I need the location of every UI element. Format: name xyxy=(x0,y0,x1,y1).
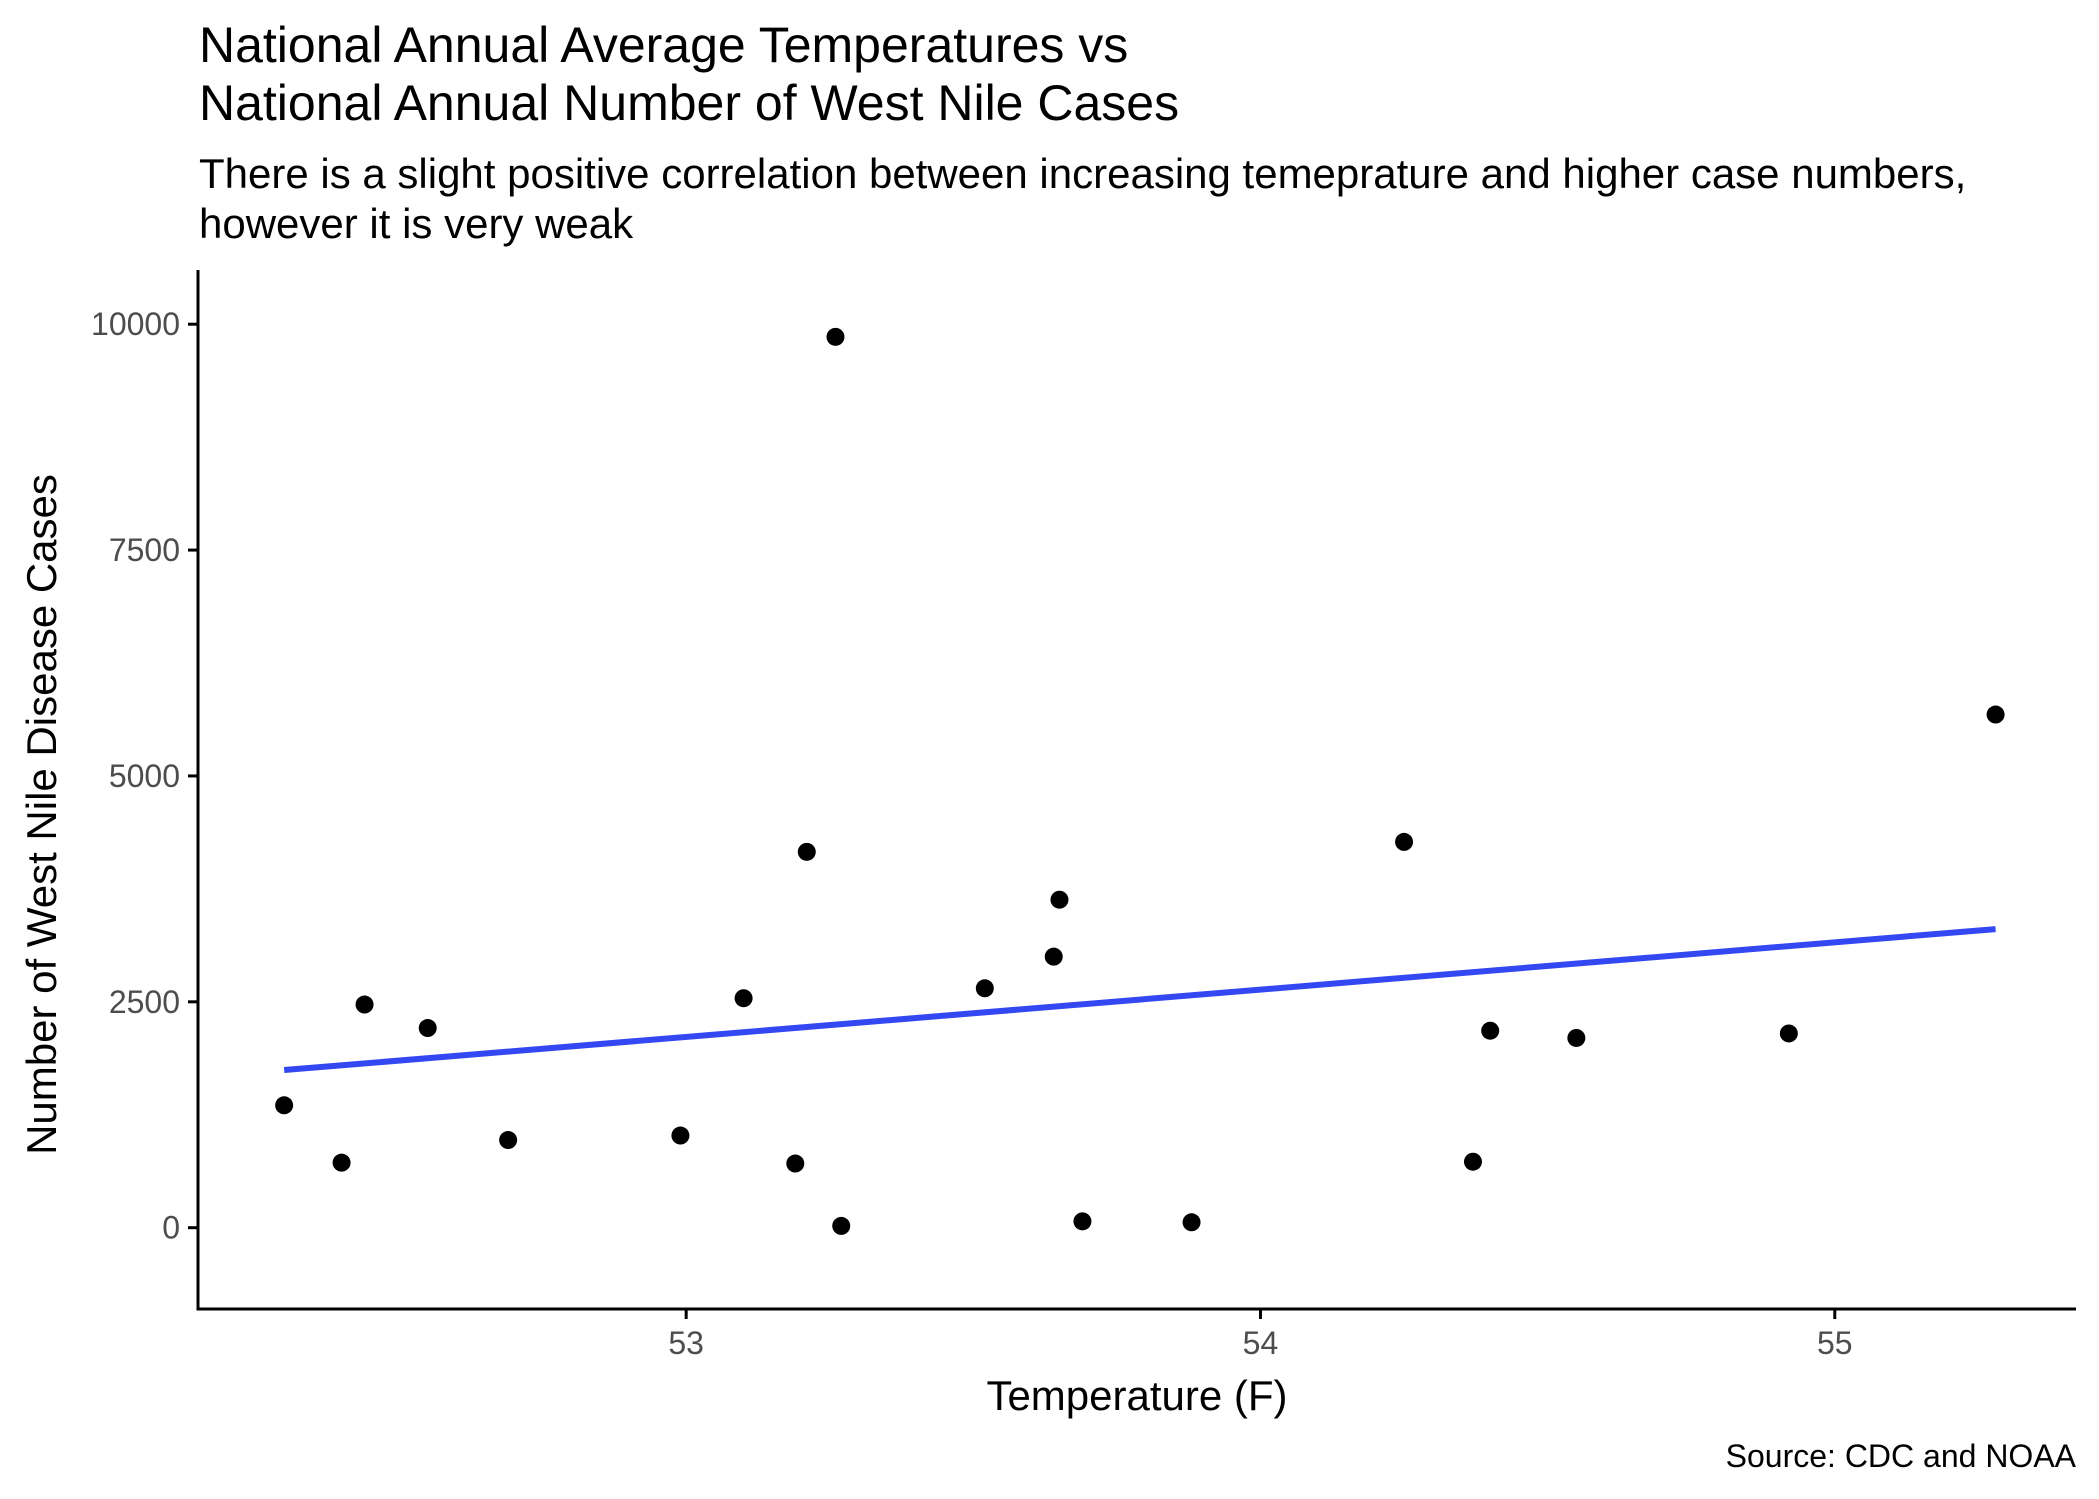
data-point xyxy=(797,842,816,861)
trend-line xyxy=(283,926,1996,1074)
subtitle-line: however it is very weak xyxy=(199,200,634,247)
x-axis-ticks: 53 54 55 xyxy=(668,1309,1853,1361)
data-point xyxy=(671,1126,690,1145)
y-tick-label: 0 xyxy=(162,1210,180,1246)
data-point xyxy=(734,989,753,1008)
data-point xyxy=(1395,832,1414,851)
source-caption: Source: CDC and NOAA xyxy=(1726,1438,2077,1474)
data-point xyxy=(1182,1213,1201,1232)
title-line: National Annual Average Temperatures vs xyxy=(199,17,1128,73)
chart-subtitle: There is a slight positive correlation b… xyxy=(199,150,1966,247)
data-point xyxy=(355,995,374,1014)
data-point xyxy=(1567,1028,1586,1047)
y-tick-label: 7500 xyxy=(109,532,180,568)
x-tick-label: 53 xyxy=(668,1325,704,1361)
data-point xyxy=(499,1131,518,1150)
data-point xyxy=(1050,890,1069,909)
data-point xyxy=(1463,1152,1482,1171)
y-tick-label: 5000 xyxy=(109,758,180,794)
data-point xyxy=(826,327,845,346)
data-point xyxy=(786,1154,805,1173)
plot-area: 0 2500 5000 7500 10000 53 54 55 xyxy=(91,270,2076,1361)
title-line: National Annual Number of West Nile Case… xyxy=(199,75,1179,131)
data-point xyxy=(1044,947,1063,966)
subtitle-line: There is a slight positive correlation b… xyxy=(199,150,1966,197)
chart-title: National Annual Average Temperatures vsN… xyxy=(199,17,1179,131)
data-point xyxy=(1986,705,2005,724)
y-axis-title: Number of West Nile Disease Cases xyxy=(18,474,65,1155)
y-tick-label: 10000 xyxy=(91,306,180,342)
data-points xyxy=(275,327,2005,1235)
data-point xyxy=(975,979,994,998)
x-tick-label: 54 xyxy=(1243,1325,1279,1361)
data-point xyxy=(1073,1212,1092,1231)
data-point xyxy=(832,1216,851,1235)
data-point xyxy=(275,1096,294,1115)
x-axis-title: Temperature (F) xyxy=(986,1372,1287,1419)
x-tick-label: 55 xyxy=(1817,1325,1853,1361)
data-point xyxy=(332,1153,351,1172)
y-axis-ticks: 0 2500 5000 7500 10000 xyxy=(91,306,198,1246)
data-point xyxy=(1779,1024,1798,1043)
data-point xyxy=(1481,1021,1500,1040)
data-point xyxy=(418,1019,437,1038)
y-tick-label: 2500 xyxy=(109,984,180,1020)
